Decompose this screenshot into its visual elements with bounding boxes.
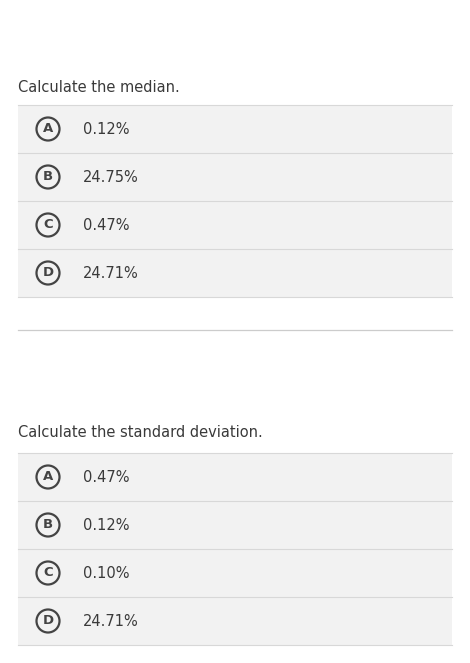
FancyBboxPatch shape <box>18 201 452 249</box>
FancyBboxPatch shape <box>18 153 452 201</box>
FancyBboxPatch shape <box>18 501 452 549</box>
Text: B: B <box>43 518 53 532</box>
Text: 24.71%: 24.71% <box>83 613 139 629</box>
Text: D: D <box>42 615 54 627</box>
Text: Calculate the standard deviation.: Calculate the standard deviation. <box>18 425 263 440</box>
Text: Calculate the median.: Calculate the median. <box>18 80 180 95</box>
Text: D: D <box>42 267 54 280</box>
Text: 0.12%: 0.12% <box>83 121 130 137</box>
Text: C: C <box>43 219 53 231</box>
Text: A: A <box>43 123 53 135</box>
Text: 0.10%: 0.10% <box>83 566 130 581</box>
FancyBboxPatch shape <box>18 597 452 645</box>
Text: 24.75%: 24.75% <box>83 170 139 184</box>
Text: C: C <box>43 566 53 579</box>
FancyBboxPatch shape <box>18 549 452 597</box>
FancyBboxPatch shape <box>18 453 452 501</box>
Text: A: A <box>43 471 53 483</box>
Text: 0.12%: 0.12% <box>83 518 130 532</box>
Text: 0.47%: 0.47% <box>83 217 130 233</box>
FancyBboxPatch shape <box>18 249 452 297</box>
Text: 0.47%: 0.47% <box>83 469 130 485</box>
FancyBboxPatch shape <box>18 105 452 153</box>
Text: 24.71%: 24.71% <box>83 265 139 280</box>
Text: B: B <box>43 170 53 184</box>
